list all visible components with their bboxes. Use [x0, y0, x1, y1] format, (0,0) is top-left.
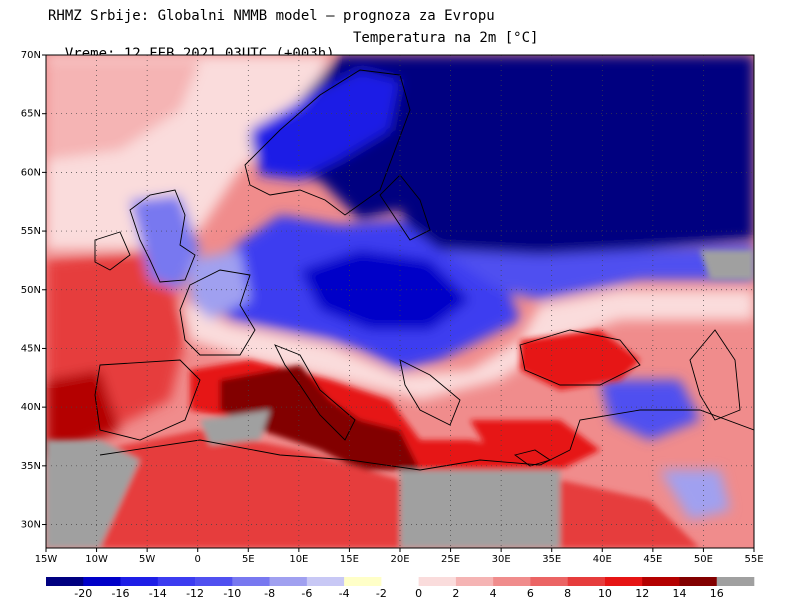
colorbar-swatch [306, 577, 345, 586]
colorbar-swatch [195, 577, 233, 586]
lon-tick-label: 15W [35, 554, 58, 565]
coast-iberia [94, 359, 201, 441]
colorbar-label: -2 [376, 587, 387, 600]
colorbar-swatch [381, 577, 419, 586]
lon-tick-label: 55E [744, 554, 763, 565]
colorbar-swatch [120, 577, 159, 586]
colorbar-swatch [679, 577, 718, 586]
coast-cyprus [513, 449, 552, 467]
colorbar-label: -14 [149, 587, 167, 600]
parameter-name: Temperatura na 2m [°C] [353, 30, 539, 46]
coast-scandinavia [244, 69, 411, 216]
colorbar-label: 16 [710, 587, 724, 600]
coast-france [179, 269, 256, 356]
lat-lon-grid [46, 55, 754, 548]
colorbar-label: -12 [186, 587, 204, 600]
coast-baltic [379, 174, 431, 241]
lat-tick-label: 40N [21, 402, 41, 413]
field-iran-cold [660, 470, 730, 520]
field-libya-gray [400, 470, 560, 548]
lon-tick-label: 20E [390, 554, 409, 565]
coast-caspian [689, 329, 741, 421]
colorbar-swatch [83, 577, 121, 586]
coast-ireland [94, 231, 131, 271]
lon-tick-label: 5E [242, 554, 255, 565]
colorbar-swatch [269, 577, 308, 586]
lon-tick-label: 45E [643, 554, 662, 565]
field-scandinavia [250, 70, 400, 180]
field-atlas-gray [46, 440, 140, 548]
lon-tick-label: 0 [195, 554, 201, 565]
colorbar-label: 6 [527, 587, 534, 600]
colorbar-swatch [46, 577, 84, 586]
field-britain [130, 195, 200, 290]
field-mediterranean-hot [220, 365, 420, 470]
lat-tick-label: 60N [21, 167, 41, 178]
coast-black-sea [519, 329, 641, 386]
colorbar-swatch [493, 577, 531, 586]
lon-tick-label: 15E [340, 554, 359, 565]
lon-tick-label: 10W [85, 554, 108, 565]
colorbar-swatch [344, 577, 382, 586]
colorbar-swatch [455, 577, 494, 586]
coast-north-africa [99, 439, 571, 471]
colorbar-label: -8 [264, 587, 275, 600]
colorbar-swatch [418, 577, 457, 586]
colorbar-label: 10 [598, 587, 612, 600]
colorbar-label: 0 [415, 587, 422, 600]
lat-tick-label: 35N [21, 461, 41, 472]
colorbar-swatch [716, 577, 755, 586]
colorbar: -20 -16 -14 -12 -10 -8 -6 -4 -2 0 2 4 6 8 10 12 14 16 [46, 577, 755, 600]
colorbar-label: -10 [223, 587, 241, 600]
field-kazakh-gray [700, 250, 754, 280]
field-transition [180, 290, 754, 400]
lat-tick-label: 45N [21, 343, 41, 354]
colorbar-label: 14 [672, 587, 686, 600]
coast-balkans [399, 359, 461, 426]
lat-tick-label: 65N [21, 109, 41, 120]
lon-tick-label: 35E [542, 554, 561, 565]
coastlines [94, 69, 754, 471]
lat-tick-label: 30N [21, 520, 41, 531]
field-east-med [470, 420, 600, 470]
lon-tick-label: 25E [441, 554, 460, 565]
colorbar-label: 12 [635, 587, 649, 600]
colorbar-swatch [567, 577, 606, 586]
colorbar-label: 4 [490, 587, 497, 600]
field-central-core [300, 250, 470, 330]
map-frame [45, 54, 755, 549]
field-black-sea [520, 330, 640, 390]
temperature-field [46, 55, 754, 548]
lon-tick-label: 30E [492, 554, 511, 565]
field-algeria-gray [200, 410, 270, 445]
lon-tick-label: 10E [289, 554, 308, 565]
colorbar-swatch [642, 577, 680, 586]
colorbar-label: -6 [301, 587, 312, 600]
coast-britain [129, 189, 196, 283]
field-france-north [190, 250, 250, 320]
coast-levant [569, 409, 754, 451]
colorbar-label: 2 [452, 587, 459, 600]
field-ukraine-belt [440, 245, 754, 300]
field-iberia-offshore [46, 370, 120, 460]
coast-italy [274, 344, 356, 441]
lon-tick-label: 5W [139, 554, 155, 565]
axis-labels: 15W 10W 5W 0 5E 10E 15E 20E 25E 30E 35E 40E 45E 50E 55… [21, 50, 764, 565]
chart-title: RHMZ Srbije: Globalni NMMB model — progn… [48, 8, 495, 24]
field-north-atlantic [46, 60, 200, 160]
colorbar-label: -4 [339, 587, 350, 600]
lat-tick-label: 70N [21, 50, 41, 61]
colorbar-swatch [157, 577, 196, 586]
colorbar-label: -20 [74, 587, 92, 600]
colorbar-label: 8 [564, 587, 571, 600]
lat-tick-label: 55N [21, 226, 41, 237]
colorbar-swatch [530, 577, 568, 586]
lon-tick-label: 50E [694, 554, 713, 565]
lat-tick-label: 50N [21, 285, 41, 296]
colorbar-swatch [604, 577, 643, 586]
colorbar-swatch [232, 577, 270, 586]
lon-tick-label: 40E [593, 554, 612, 565]
colorbar-label: -16 [112, 587, 130, 600]
